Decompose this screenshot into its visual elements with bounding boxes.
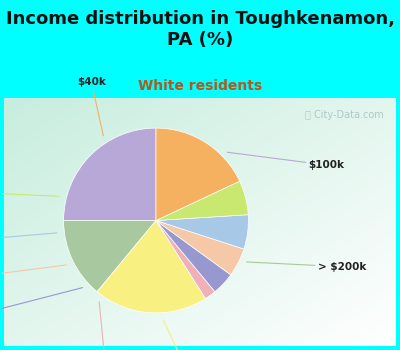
Text: $30k: $30k — [0, 288, 82, 318]
Text: $125k: $125k — [163, 320, 202, 350]
Text: $50k: $50k — [0, 233, 57, 244]
Wedge shape — [156, 181, 248, 220]
Wedge shape — [156, 128, 240, 220]
Text: $40k: $40k — [77, 77, 106, 136]
Text: $100k: $100k — [227, 152, 344, 170]
Wedge shape — [156, 220, 231, 292]
Text: $150k: $150k — [0, 188, 59, 198]
Text: $200k: $200k — [0, 265, 67, 281]
Wedge shape — [64, 128, 156, 220]
Text: White residents: White residents — [138, 79, 262, 93]
Text: > $200k: > $200k — [246, 262, 366, 272]
Wedge shape — [64, 220, 156, 292]
Text: ⓘ City-Data.com: ⓘ City-Data.com — [306, 111, 384, 120]
Wedge shape — [156, 220, 215, 299]
Wedge shape — [156, 220, 244, 275]
Text: $60k: $60k — [91, 302, 120, 350]
Text: Income distribution in Toughkenamon,
PA (%): Income distribution in Toughkenamon, PA … — [6, 10, 394, 49]
Wedge shape — [97, 220, 206, 313]
Wedge shape — [156, 215, 248, 249]
